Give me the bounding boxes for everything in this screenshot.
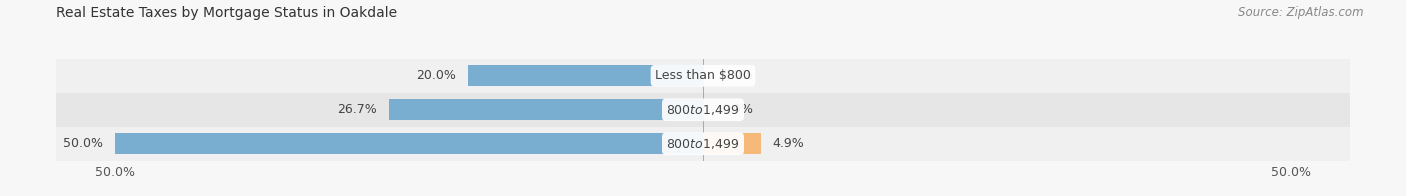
Bar xyxy=(56,59,1350,93)
Text: Source: ZipAtlas.com: Source: ZipAtlas.com xyxy=(1239,6,1364,19)
Text: 0.0%: 0.0% xyxy=(721,69,752,82)
Bar xyxy=(56,127,1350,161)
Text: $800 to $1,499: $800 to $1,499 xyxy=(666,137,740,151)
Text: Less than $800: Less than $800 xyxy=(655,69,751,82)
Text: 20.0%: 20.0% xyxy=(416,69,456,82)
Text: 50.0%: 50.0% xyxy=(63,137,103,150)
Bar xyxy=(389,99,703,120)
Bar xyxy=(115,133,703,154)
Bar xyxy=(468,65,703,86)
Bar xyxy=(703,133,761,154)
Bar xyxy=(56,93,1350,127)
Text: 26.7%: 26.7% xyxy=(337,103,377,116)
Text: 4.9%: 4.9% xyxy=(772,137,804,150)
Text: 0.0%: 0.0% xyxy=(721,103,752,116)
Text: Real Estate Taxes by Mortgage Status in Oakdale: Real Estate Taxes by Mortgage Status in … xyxy=(56,6,398,20)
Text: $800 to $1,499: $800 to $1,499 xyxy=(666,103,740,117)
